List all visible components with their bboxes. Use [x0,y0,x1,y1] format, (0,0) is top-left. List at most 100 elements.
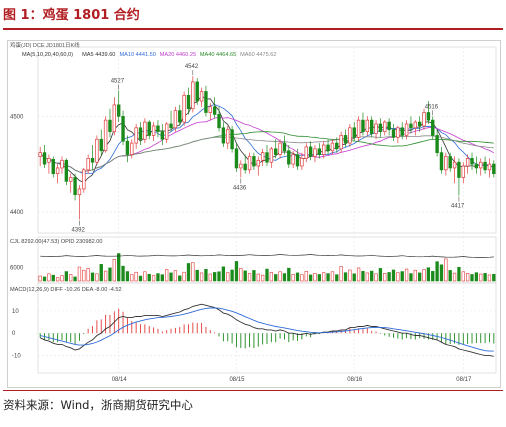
chart-top-label: 鸡蛋(JD) DCE JD1801日K线 [10,41,80,49]
candle-body [265,152,269,163]
volume-bar [42,276,47,282]
volume-bar [178,275,182,282]
volume-bar [348,269,352,282]
candle-body [195,81,199,102]
candle-body [51,158,55,175]
candle-body [164,123,169,140]
volume-bar [274,274,278,282]
volume-bar [230,269,234,282]
candle-body [322,144,326,155]
candle-body [431,119,435,136]
volume-bar [269,272,274,282]
volume-bar [278,271,282,282]
volume-bar [396,272,400,282]
ma-legend-item: MA60 4475.62 [240,52,276,58]
volume-bar [165,269,169,282]
candle-body [151,125,156,136]
volume-bar [356,267,361,282]
volume-bar [317,274,321,282]
volume-bar [487,274,492,282]
candle-body [47,158,51,163]
candle-body [208,106,212,113]
candle-body [326,144,330,152]
candle-body [343,135,348,144]
macd-label: MACD(12,26,9) DIFF -10.26 DEA -8.00 -4.5… [10,287,122,293]
candle-body [160,131,165,140]
volume-bar [112,259,116,282]
candle-body [465,158,470,167]
candle-body [169,123,173,129]
candle-body [55,167,60,175]
volume-bar [422,269,426,282]
volume-bar [391,269,396,282]
volume-bar [103,270,108,282]
candle-body [60,159,64,169]
candle-body [339,135,343,150]
candle-body [287,150,291,165]
candle-body [156,125,160,132]
x-tick-label: 08/14 [112,377,128,383]
volume-bar [352,273,356,282]
candle-body [90,158,95,163]
candle-body [387,121,391,131]
figure-title: 图 1：鸡蛋 1801 合约 [3,8,140,23]
volume-bar [374,273,378,282]
candle-body [422,112,426,127]
volume-bar [151,275,156,282]
candle-body [147,121,151,136]
x-tick-label: 08/15 [229,377,245,383]
volume-bar [217,271,221,282]
volume-bar [431,271,435,282]
volume-bar [339,266,343,282]
candle-body [404,123,409,136]
volume-bar [426,267,431,282]
candle-body [308,146,313,157]
candle-body [99,138,103,152]
candle-body [221,127,226,144]
price-annotation: 4542 [185,64,199,70]
volume-bar [479,273,483,282]
volume-bar [452,272,457,282]
open-interest-line [40,254,494,258]
ma-legend-item: MA(5,10,20,40,60,0) [22,52,73,58]
candle-body [108,119,112,132]
candle-body [239,163,243,169]
candle-body [42,152,47,165]
candle-body [409,123,413,129]
ma60-line [39,135,494,173]
volume-bar [213,272,217,282]
candle-body [487,163,492,171]
candle-body [291,154,295,165]
footer-divider [3,390,503,391]
price-annotation: 4527 [111,79,125,85]
candle-body [260,152,265,161]
volume-bar [226,272,230,282]
volume-bar [361,271,365,282]
candle-body [304,146,308,159]
ma-legend-item: MA5 4439.60 [82,52,115,58]
volume-bar [182,271,186,282]
candle-body [295,154,300,167]
volume-bar [60,275,64,282]
x-tick-label: 08/17 [456,377,472,383]
volume-bar [95,273,99,282]
volume-bar [239,268,243,282]
candle-body [330,142,335,152]
candle-body [247,156,252,171]
source-note: 资料来源：Wind，浙商期货研究中心 [3,398,193,412]
candle-body [356,119,361,138]
candle-body [278,142,282,155]
volume-bar [335,274,339,282]
volume-bar [365,272,369,282]
candle-body [252,156,256,167]
candle-body [457,161,461,178]
candle-body [226,129,230,144]
candle-body [130,142,134,155]
candle-body [143,121,147,140]
volume-bar [322,272,326,282]
volume-bar [330,271,335,282]
volume-bar [77,266,82,282]
candle-body [125,140,130,155]
candle-body [448,156,452,169]
candle-body [352,127,356,138]
